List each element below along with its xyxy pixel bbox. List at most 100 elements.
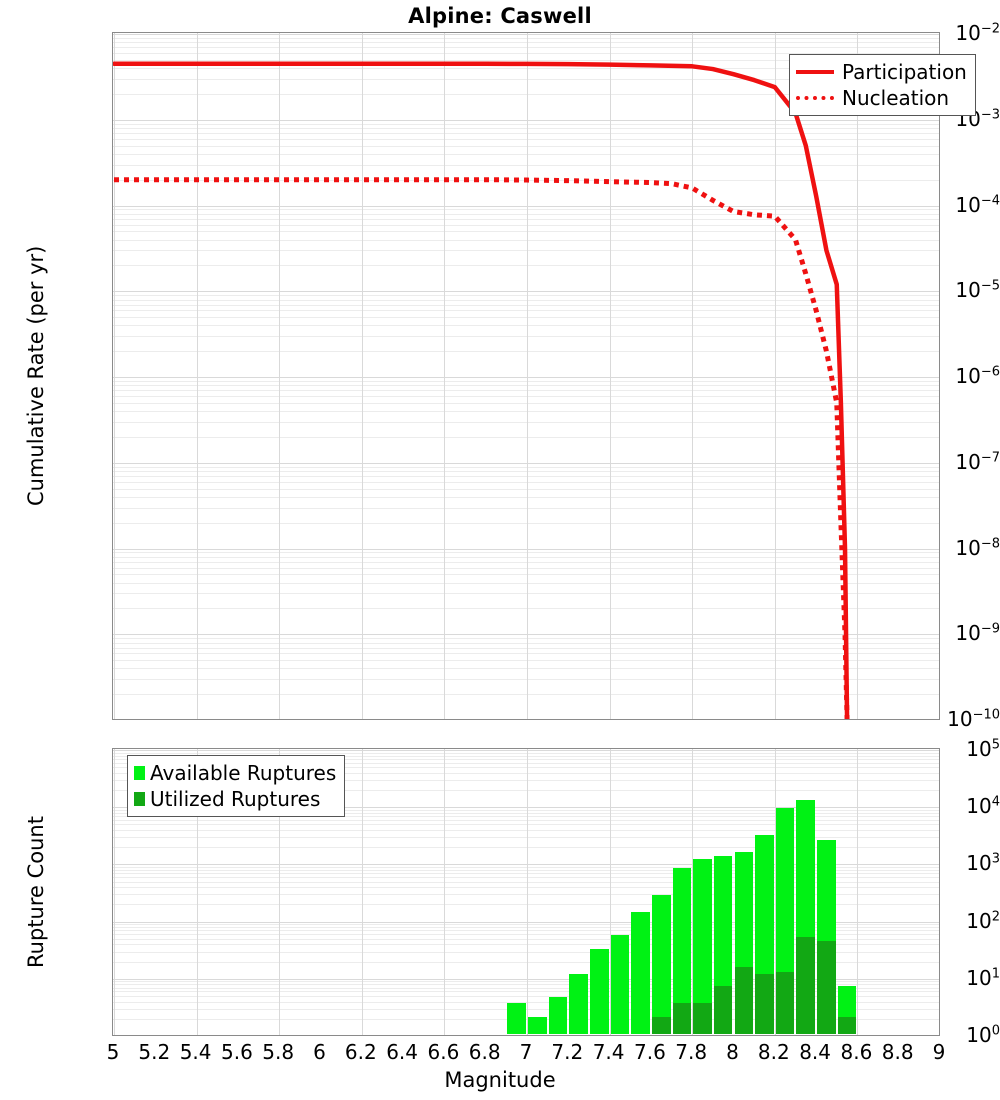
gridline-horizontal [113, 47, 939, 49]
gridline-horizontal [113, 567, 939, 569]
x-tick-label: 9 [932, 1040, 946, 1064]
gridline-horizontal [113, 93, 939, 95]
gridline-horizontal [113, 668, 939, 670]
gridline-horizontal [113, 653, 939, 655]
gridline-horizontal [113, 552, 939, 554]
gridline-horizontal [113, 496, 939, 498]
gridline-horizontal [113, 807, 939, 809]
histogram-bar [775, 807, 795, 1034]
bar-segment-available [631, 912, 650, 1034]
legend-item-nucleation: Nucleation [796, 85, 967, 111]
participation-line-swatch-icon [796, 70, 834, 74]
histogram-bar [837, 985, 857, 1034]
y-tick-label: 101 [966, 965, 1000, 990]
gridline-horizontal [113, 816, 939, 818]
gridline-horizontal [113, 133, 939, 135]
gridline-horizontal [113, 476, 939, 478]
bar-segment-available [589, 948, 609, 1034]
gridline-horizontal [113, 951, 939, 953]
histogram-bar [672, 867, 692, 1034]
gridline-horizontal [113, 522, 939, 524]
gridline-horizontal [113, 377, 939, 378]
bar-segment-available [610, 935, 630, 1034]
gridline-horizontal [113, 250, 939, 252]
gridline-horizontal [113, 869, 939, 871]
top-plot-curves [113, 61, 850, 719]
bar-segment-utilized [693, 1002, 712, 1034]
gridline-horizontal [113, 317, 939, 319]
y-tick-label: 100 [966, 1023, 1000, 1047]
gridline-horizontal [113, 752, 939, 754]
y-tick-label: 10−9 [955, 621, 1000, 646]
gridline-vertical [692, 33, 694, 719]
gridline-horizontal [113, 265, 939, 267]
y-tick-label: 10−6 [955, 364, 1000, 388]
gridline-horizontal [113, 984, 939, 986]
gridline-horizontal [113, 481, 939, 483]
legend-label-participation: Participation [842, 60, 967, 84]
gridline-horizontal [113, 153, 939, 155]
gridline-horizontal [113, 224, 939, 226]
gridline-horizontal [113, 351, 939, 353]
gridline-horizontal [113, 758, 939, 760]
gridline-horizontal [113, 812, 939, 814]
gridline-horizontal [113, 218, 939, 220]
x-tick-label: 6 [313, 1040, 326, 1064]
y-tick-label: 104 [966, 794, 1000, 819]
y-tick-label: 10−8 [955, 535, 1000, 560]
histogram-bar [651, 894, 671, 1034]
gridline-horizontal [113, 239, 939, 241]
gridline-horizontal [113, 325, 939, 327]
gridline-horizontal [113, 128, 939, 130]
gridline-horizontal [113, 887, 939, 889]
bottom-plot-bars [113, 749, 939, 1035]
legend-label-available-ruptures: Available Ruptures [150, 761, 337, 785]
gridline-horizontal [113, 471, 939, 473]
x-tick-label: 8.4 [799, 1040, 831, 1064]
x-tick-label: 5.2 [138, 1040, 171, 1064]
gridline-horizontal [113, 1001, 939, 1003]
histogram-bar [631, 912, 650, 1034]
curve-participation [113, 61, 850, 719]
x-tick-label: 6.4 [386, 1040, 418, 1064]
cumulative-rate-plot [112, 32, 940, 720]
gridline-horizontal [113, 123, 939, 125]
gridline-horizontal [113, 934, 939, 936]
gridline-horizontal [113, 679, 939, 681]
bar-segment-available [548, 996, 568, 1034]
bar-segment-available [507, 1002, 526, 1034]
y-tick-label: 102 [966, 908, 1000, 933]
gridline-vertical [609, 33, 611, 719]
y-tick-label: 105 [966, 737, 1000, 761]
gridline-horizontal [113, 138, 939, 140]
gridline-horizontal [113, 944, 939, 946]
gridline-horizontal [113, 829, 939, 831]
gridline-horizontal [113, 938, 939, 940]
x-tick-label: 5.6 [220, 1040, 253, 1064]
gridline-vertical [361, 749, 363, 1035]
gridline-vertical [609, 749, 611, 1035]
y-tick-label: 10−10 [947, 707, 1000, 731]
gridline-horizontal [113, 873, 939, 875]
bottom-plot-y-axis-label: Rupture Count [24, 816, 48, 968]
x-tick-label: 8 [726, 1040, 739, 1064]
gridline-horizontal [113, 608, 939, 610]
gridline-horizontal [113, 924, 939, 926]
x-tick-label: 7.4 [592, 1040, 625, 1064]
gridline-horizontal [113, 37, 939, 39]
gridline-horizontal [113, 466, 939, 468]
gridline-horizontal [113, 593, 939, 595]
gridline-vertical [857, 33, 859, 719]
x-tick-label: 6.8 [468, 1040, 501, 1064]
gridline-horizontal [113, 824, 939, 826]
x-tick-label: 5.8 [262, 1040, 295, 1064]
gridline-horizontal [113, 767, 939, 769]
legend-item-utilized-ruptures: Utilized Ruptures [134, 786, 336, 812]
gridline-horizontal [113, 789, 939, 791]
gridline-vertical [527, 749, 528, 1035]
histogram-bar [610, 935, 630, 1034]
gridline-horizontal [113, 59, 939, 61]
gridline-horizontal [113, 647, 939, 649]
gridline-horizontal [113, 53, 939, 55]
y-tick-label: 10−2 [955, 21, 1000, 45]
